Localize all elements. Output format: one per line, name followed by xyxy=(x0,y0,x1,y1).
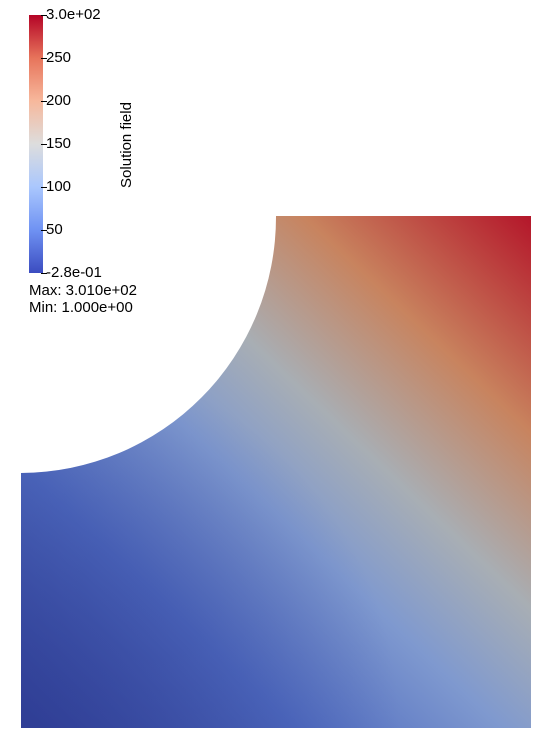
colorbar-tick xyxy=(41,58,47,59)
colorbar-tick xyxy=(41,187,47,188)
colorbar-tick xyxy=(41,273,47,274)
colorbar-title: Solution field xyxy=(118,102,135,188)
colorbar-tick-label: 250 xyxy=(46,49,72,66)
colorbar-tick xyxy=(41,230,47,231)
colorbar-tick xyxy=(41,15,47,16)
colorbar-tick-label: 50 xyxy=(46,221,63,238)
colorbar-tick-label: -2.8e-01 xyxy=(46,264,102,281)
colorbar-tick xyxy=(41,101,47,102)
min-value: Min: 1.000e+00 xyxy=(29,299,133,316)
colorbar-tick xyxy=(41,144,47,145)
colorbar xyxy=(29,15,43,273)
colorbar-gradient xyxy=(29,15,43,273)
colorbar-tick-label: 100 xyxy=(46,178,72,195)
colorbar-tick-label: 150 xyxy=(46,135,72,152)
max-value: Max: 3.010e+02 xyxy=(29,282,137,299)
colorbar-tick-label: 3.0e+02 xyxy=(46,6,101,23)
domain-region-shading xyxy=(21,216,531,728)
colorbar-tick-label: 200 xyxy=(46,92,72,109)
